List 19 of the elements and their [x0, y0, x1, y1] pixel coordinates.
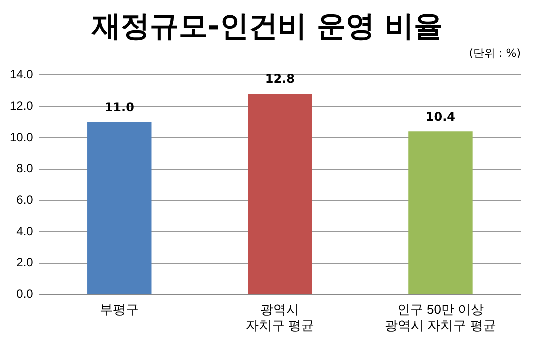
- y-tick-label: 12.0: [10, 98, 34, 113]
- chart-title: 재정규모-인건비 운영 비율: [90, 8, 444, 45]
- y-tick-label: 0.0: [16, 287, 34, 302]
- y-tick-label: 2.0: [16, 256, 34, 270]
- x-tick-label: 부평구: [100, 302, 140, 318]
- bar: [248, 94, 312, 294]
- y-tick-label: 14.0: [10, 68, 34, 82]
- text: (단위 : %): [468, 46, 522, 62]
- y-tick-label: 6.0: [16, 193, 34, 207]
- y-tick-label: 8.0: [16, 162, 34, 176]
- data-label: 11.0: [104, 100, 134, 114]
- y-tick-label: 4.0: [16, 224, 34, 238]
- bar: [408, 132, 473, 294]
- data-label: 10.4: [426, 110, 456, 124]
- x-tick-label: 인구 50만 이상 광역시 자치구 평균: [385, 302, 496, 333]
- y-tick-label: 10.0: [10, 130, 34, 144]
- data-label: 12.8: [265, 72, 295, 86]
- x-tick-label: 광역시 자치구 평균: [246, 302, 314, 333]
- bar: [88, 122, 152, 294]
